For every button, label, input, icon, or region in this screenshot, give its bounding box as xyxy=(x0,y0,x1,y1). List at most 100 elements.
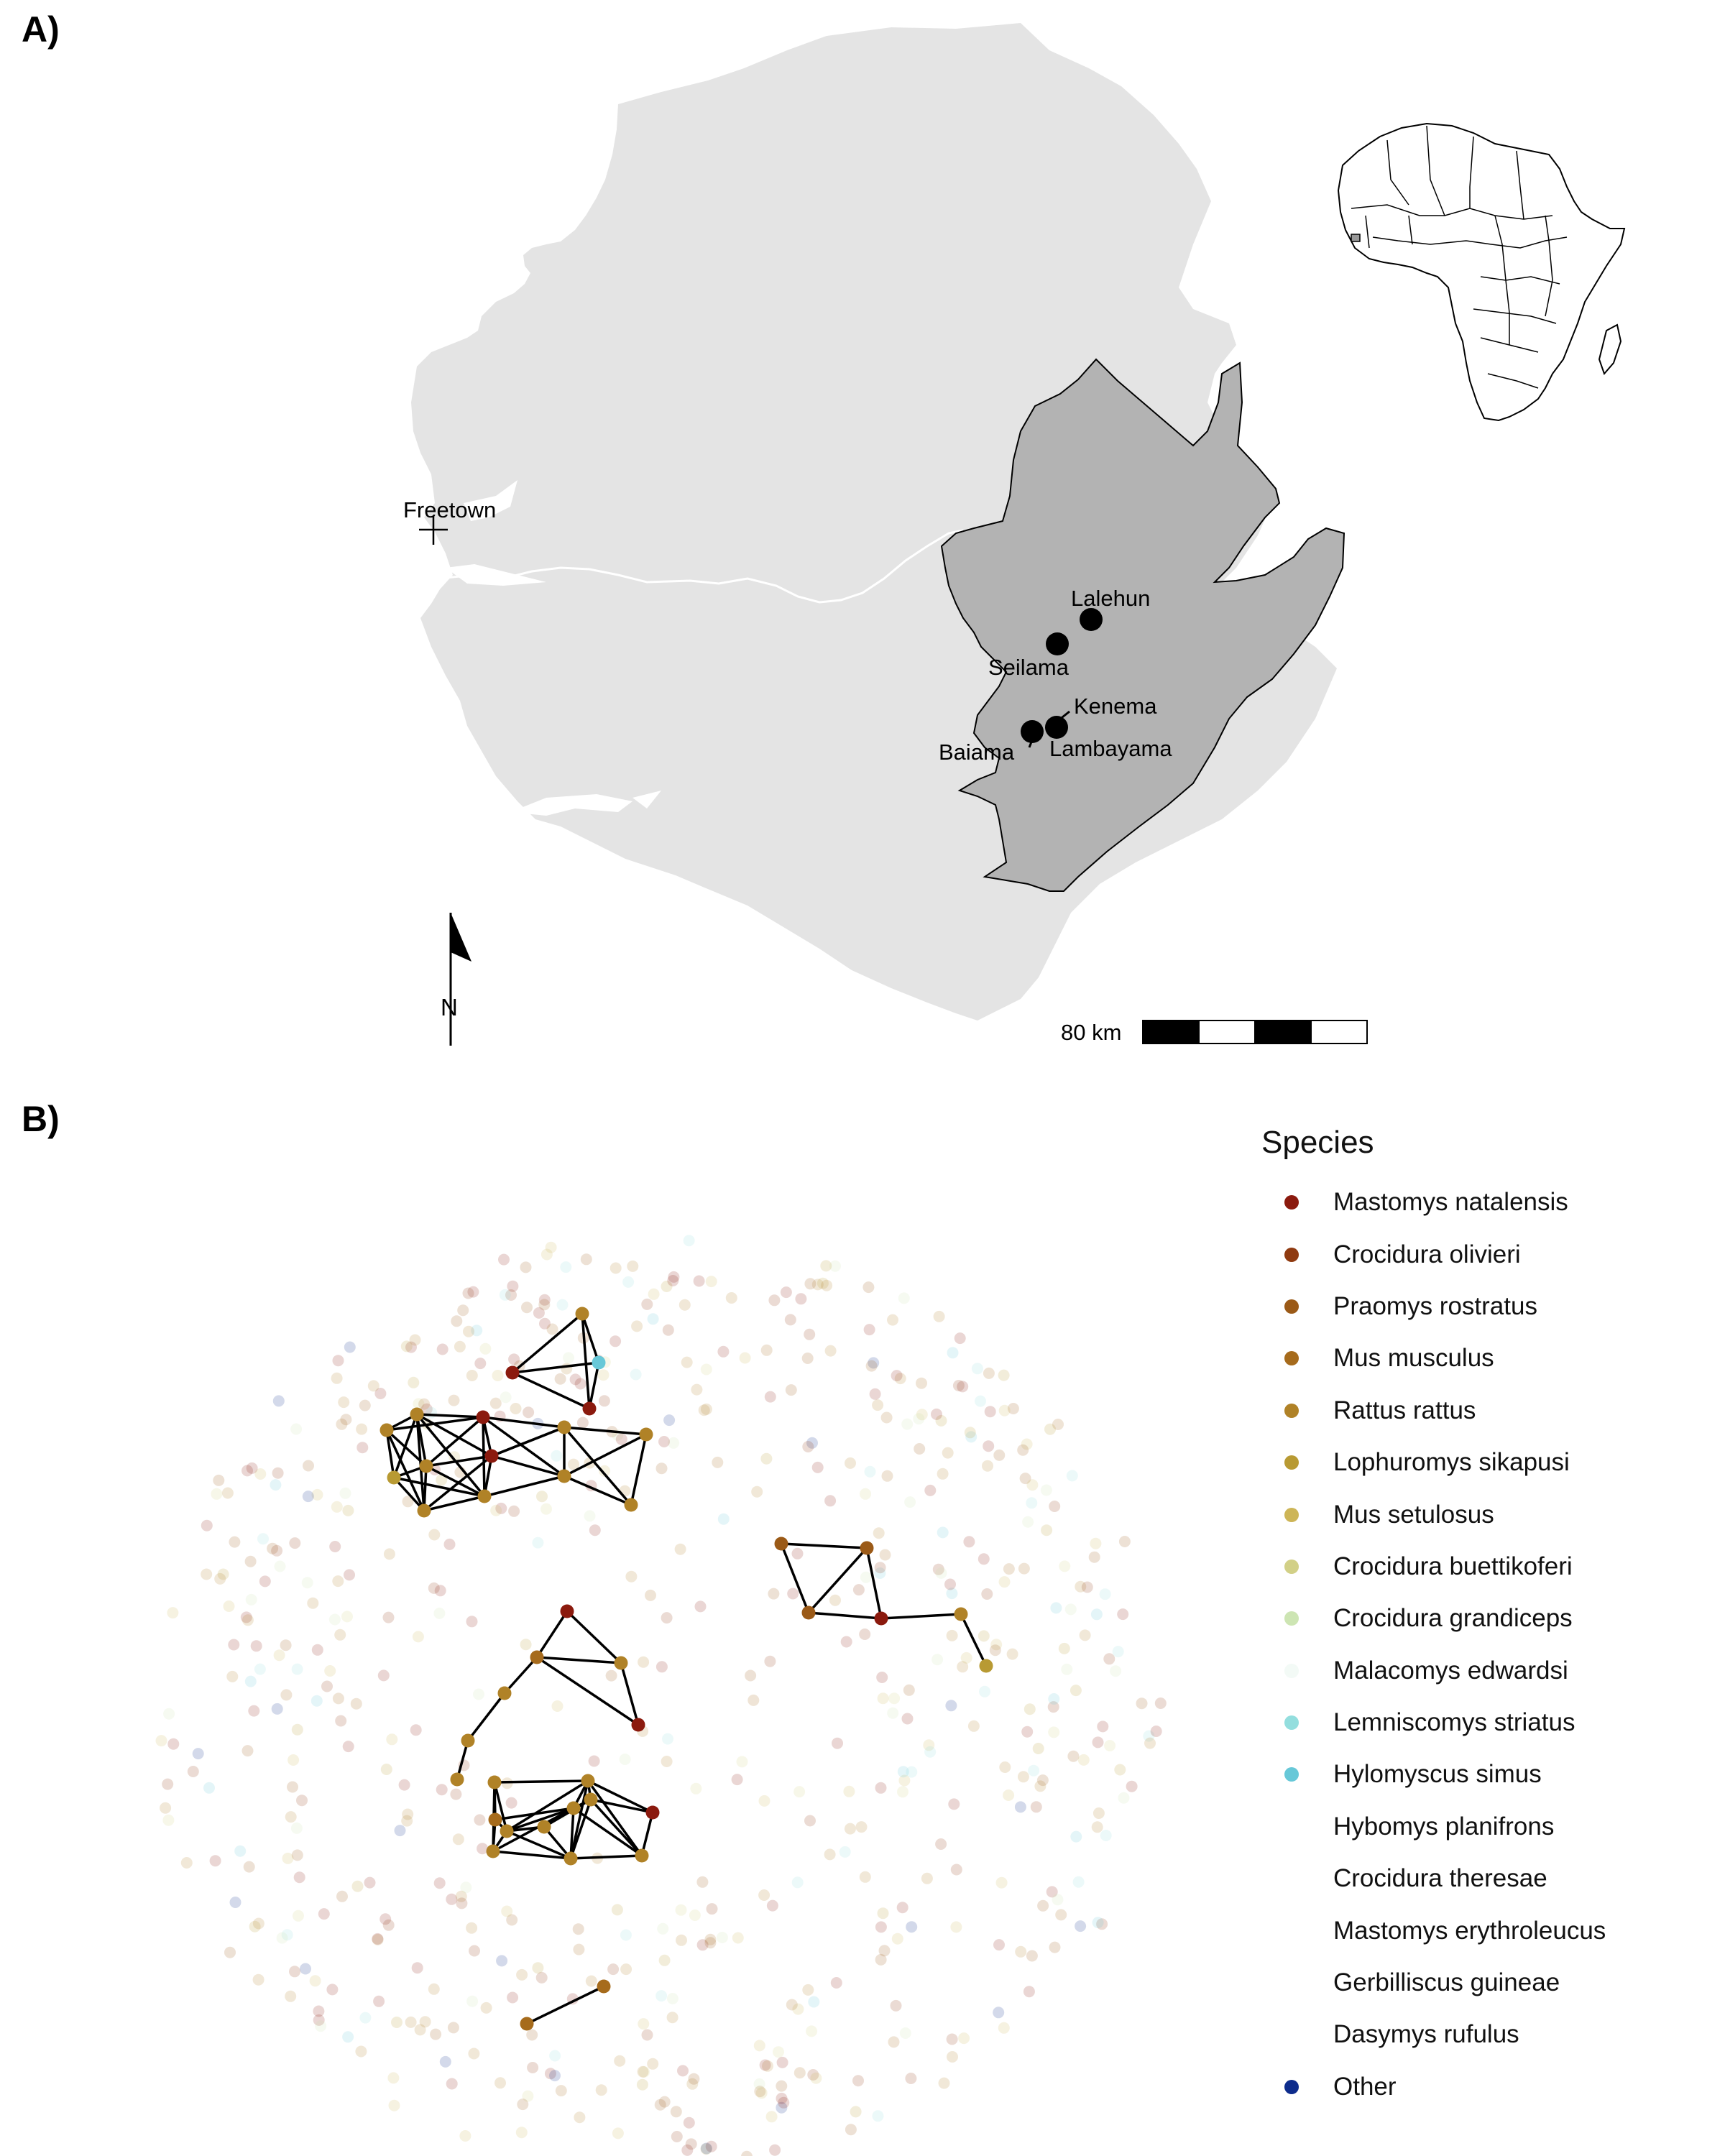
background-node xyxy=(293,1871,305,1884)
network-edge xyxy=(780,1543,810,1613)
background-node xyxy=(700,1363,712,1376)
background-node xyxy=(545,1241,557,1253)
background-node xyxy=(938,2077,950,2089)
background-node xyxy=(339,1487,351,1499)
background-node xyxy=(271,1703,283,1715)
background-node xyxy=(923,1739,935,1751)
background-node xyxy=(387,2072,400,2084)
background-node xyxy=(824,1345,837,1357)
background-node xyxy=(776,2092,788,2104)
network-node xyxy=(505,1365,520,1380)
background-node xyxy=(1064,1603,1077,1616)
background-node xyxy=(271,1544,283,1557)
background-node xyxy=(155,1735,167,1747)
network-node xyxy=(635,1848,649,1863)
network-edge xyxy=(494,1779,589,1784)
background-node xyxy=(466,1922,478,1934)
background-node xyxy=(1014,1801,1026,1813)
background-node xyxy=(978,1553,990,1565)
background-node xyxy=(412,1631,424,1643)
legend-item: Malacomys edwardsi xyxy=(1261,1645,1707,1697)
background-node xyxy=(700,2142,712,2155)
background-node xyxy=(686,2078,699,2090)
legend-item: Lemniscomys striatus xyxy=(1261,1697,1707,1749)
background-node xyxy=(280,1689,293,1701)
background-node xyxy=(611,1904,623,1916)
legend-item: Lophuromys sikapusi xyxy=(1261,1437,1707,1488)
network-node xyxy=(874,1611,888,1626)
background-node xyxy=(605,1669,617,1682)
network-node xyxy=(477,1489,492,1503)
background-node xyxy=(1003,1789,1015,1801)
background-node xyxy=(447,2022,459,2034)
background-node xyxy=(778,2096,790,2109)
legend-label: Crocidura buettikoferi xyxy=(1333,1552,1573,1580)
background-node xyxy=(647,1313,659,1325)
background-node xyxy=(549,2070,561,2082)
background-node xyxy=(223,1600,235,1612)
legend-label: Crocidura olivieri xyxy=(1333,1240,1521,1268)
background-node xyxy=(328,1613,341,1626)
background-node xyxy=(290,1423,303,1435)
background-node xyxy=(897,1786,908,1798)
background-node xyxy=(321,1680,333,1692)
background-node xyxy=(619,1754,631,1765)
background-node xyxy=(290,1822,303,1834)
background-node xyxy=(877,1907,889,1920)
legend-swatch xyxy=(1284,1611,1299,1626)
panel-label-a: A) xyxy=(22,9,60,50)
background-node xyxy=(935,1414,947,1427)
background-node xyxy=(1026,1479,1039,1491)
background-node xyxy=(945,1700,957,1712)
network-edge xyxy=(564,1433,647,1478)
background-node xyxy=(388,2099,400,2111)
background-node xyxy=(402,1496,414,1508)
background-node xyxy=(954,1332,966,1345)
background-node xyxy=(760,1344,773,1356)
background-node xyxy=(1036,1774,1049,1787)
legend-swatch xyxy=(1284,1455,1299,1470)
background-node xyxy=(221,1487,234,1499)
background-node xyxy=(1032,1743,1044,1754)
background-node xyxy=(342,1504,354,1516)
network-edge xyxy=(807,1547,868,1614)
background-node xyxy=(776,2101,788,2114)
legend-item: Mastomys natalensis xyxy=(1261,1176,1707,1228)
background-node xyxy=(1049,1941,1061,1953)
network-edge xyxy=(482,1416,566,1478)
network-edge xyxy=(808,1611,882,1620)
background-node xyxy=(209,1855,221,1867)
network-node xyxy=(801,1606,816,1620)
background-node xyxy=(1022,1516,1034,1528)
background-node xyxy=(717,1513,730,1525)
background-node xyxy=(1070,1830,1082,1843)
background-node xyxy=(245,1593,257,1606)
coastal-water xyxy=(632,791,661,808)
background-node xyxy=(753,2040,765,2052)
legend-swatch xyxy=(1284,1247,1299,1262)
background-node xyxy=(700,2143,712,2155)
background-node xyxy=(839,1846,851,1858)
network-edge xyxy=(425,1416,484,1468)
background-node xyxy=(683,1235,695,1247)
background-node xyxy=(477,1843,489,1855)
background-node xyxy=(1003,1563,1015,1575)
network-node xyxy=(417,1503,431,1518)
background-node xyxy=(521,1302,533,1314)
background-node xyxy=(663,1414,676,1427)
background-node xyxy=(214,1572,226,1585)
background-node xyxy=(459,2130,472,2142)
background-node xyxy=(595,2084,607,2096)
background-node xyxy=(549,2050,561,2062)
background-node xyxy=(474,1358,487,1370)
background-node xyxy=(506,1914,518,1926)
background-node xyxy=(656,1462,668,1475)
background-node xyxy=(510,1403,522,1414)
background-node xyxy=(872,2110,884,2122)
background-node xyxy=(705,2140,717,2152)
background-node xyxy=(401,1815,413,1827)
background-node xyxy=(795,1293,807,1305)
background-node xyxy=(676,1934,687,1946)
background-node xyxy=(671,2131,683,2142)
capital-marker: Freetown xyxy=(403,497,496,545)
